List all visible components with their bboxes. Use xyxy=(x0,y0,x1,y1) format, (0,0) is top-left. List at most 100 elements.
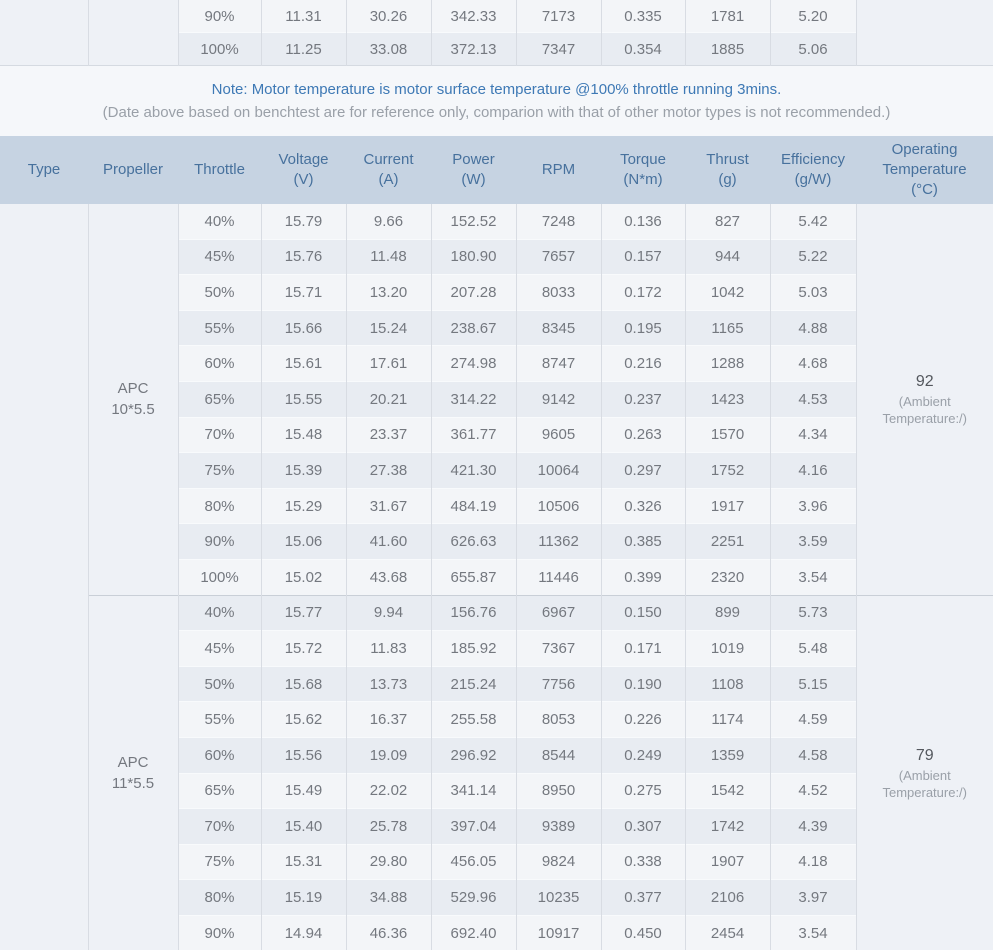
cell-thrust: 1108 xyxy=(685,666,770,702)
cell-current: 16.37 xyxy=(346,702,431,738)
cell-rpm: 8950 xyxy=(516,773,601,809)
cell-operating-temperature: 92(Ambient Temperature:/) xyxy=(856,204,993,595)
cell-power: 207.28 xyxy=(431,275,516,311)
cell-efficiency: 4.58 xyxy=(770,737,856,773)
cell-torque: 0.377 xyxy=(601,880,685,916)
cell-torque: 0.190 xyxy=(601,666,685,702)
cell-torque: 0.226 xyxy=(601,702,685,738)
cell-thrust: 2454 xyxy=(685,915,770,950)
cell-throttle: 65% xyxy=(178,773,261,809)
cell-current: 30.26 xyxy=(346,0,431,33)
cell-voltage: 15.06 xyxy=(261,524,346,560)
cell-throttle: 90% xyxy=(178,0,261,33)
cell-power: 180.90 xyxy=(431,239,516,275)
cell-voltage: 15.66 xyxy=(261,310,346,346)
cell-power: 456.05 xyxy=(431,844,516,880)
cell-power: 397.04 xyxy=(431,809,516,845)
cell-torque: 0.249 xyxy=(601,737,685,773)
cell-current: 9.94 xyxy=(346,595,431,631)
column-header-rpm: RPM xyxy=(516,136,601,204)
cell-propeller xyxy=(88,0,178,66)
cell-rpm: 8345 xyxy=(516,310,601,346)
cell-rpm: 8033 xyxy=(516,275,601,311)
cell-rpm: 7756 xyxy=(516,666,601,702)
cell-current: 27.38 xyxy=(346,453,431,489)
ambient-temperature-note: (Ambient Temperature:/) xyxy=(857,767,993,801)
cell-efficiency: 5.42 xyxy=(770,204,856,239)
cell-thrust: 1359 xyxy=(685,737,770,773)
cell-rpm: 9605 xyxy=(516,417,601,453)
cell-current: 43.68 xyxy=(346,559,431,595)
cell-throttle: 55% xyxy=(178,310,261,346)
cell-throttle: 80% xyxy=(178,488,261,524)
cell-efficiency: 5.48 xyxy=(770,631,856,667)
cell-voltage: 15.71 xyxy=(261,275,346,311)
column-header-type: Type xyxy=(0,136,88,204)
cell-voltage: 15.79 xyxy=(261,204,346,239)
cell-current: 13.73 xyxy=(346,666,431,702)
cell-efficiency: 5.73 xyxy=(770,595,856,631)
cell-voltage: 15.40 xyxy=(261,809,346,845)
cell-efficiency: 4.59 xyxy=(770,702,856,738)
cell-rpm: 9389 xyxy=(516,809,601,845)
cell-rpm: 7657 xyxy=(516,239,601,275)
cell-voltage: 14.94 xyxy=(261,915,346,950)
cell-throttle: 60% xyxy=(178,346,261,382)
cell-efficiency: 3.54 xyxy=(770,559,856,595)
cell-throttle: 100% xyxy=(178,559,261,595)
cell-thrust: 1542 xyxy=(685,773,770,809)
cell-current: 22.02 xyxy=(346,773,431,809)
cell-torque: 0.275 xyxy=(601,773,685,809)
cell-thrust: 1174 xyxy=(685,702,770,738)
cell-throttle: 45% xyxy=(178,631,261,667)
note-area: Note: Motor temperature is motor surface… xyxy=(0,66,993,136)
cell-thrust: 1781 xyxy=(685,0,770,33)
cell-throttle: 55% xyxy=(178,702,261,738)
cell-voltage: 15.31 xyxy=(261,844,346,880)
cell-thrust: 827 xyxy=(685,204,770,239)
cell-operating-temperature: 79(Ambient Temperature:/) xyxy=(856,595,993,950)
cell-current: 41.60 xyxy=(346,524,431,560)
cell-current: 25.78 xyxy=(346,809,431,845)
cell-rpm: 8053 xyxy=(516,702,601,738)
propeller-name: APC xyxy=(89,378,178,399)
cell-power: 692.40 xyxy=(431,915,516,950)
temperature-value: 92 xyxy=(857,371,993,393)
cell-efficiency: 4.53 xyxy=(770,381,856,417)
cell-current: 15.24 xyxy=(346,310,431,346)
column-header-efficiency: Efficiency(g/W) xyxy=(770,136,856,204)
cell-throttle: 90% xyxy=(178,915,261,950)
cell-voltage: 15.68 xyxy=(261,666,346,702)
cell-efficiency: 5.20 xyxy=(770,0,856,33)
cell-current: 46.36 xyxy=(346,915,431,950)
cell-throttle: 75% xyxy=(178,453,261,489)
cell-efficiency: 4.68 xyxy=(770,346,856,382)
cell-efficiency: 4.88 xyxy=(770,310,856,346)
cell-torque: 0.237 xyxy=(601,381,685,417)
cell-rpm: 10917 xyxy=(516,915,601,950)
cell-rpm: 6967 xyxy=(516,595,601,631)
column-header-throttle: Throttle xyxy=(178,136,261,204)
column-header-propeller: Propeller xyxy=(88,136,178,204)
cell-torque: 0.326 xyxy=(601,488,685,524)
cell-rpm: 11446 xyxy=(516,559,601,595)
cell-torque: 0.297 xyxy=(601,453,685,489)
cell-current: 34.88 xyxy=(346,880,431,916)
cell-thrust: 1288 xyxy=(685,346,770,382)
cell-current: 13.20 xyxy=(346,275,431,311)
cell-torque: 0.216 xyxy=(601,346,685,382)
cell-voltage: 15.61 xyxy=(261,346,346,382)
cell-voltage: 15.29 xyxy=(261,488,346,524)
cell-power: 238.67 xyxy=(431,310,516,346)
cell-torque: 0.450 xyxy=(601,915,685,950)
cell-rpm: 7173 xyxy=(516,0,601,33)
note-text: Note: Motor temperature is motor surface… xyxy=(0,66,993,101)
cell-voltage: 15.19 xyxy=(261,880,346,916)
cell-voltage: 15.77 xyxy=(261,595,346,631)
cell-efficiency: 5.03 xyxy=(770,275,856,311)
cell-efficiency: 3.59 xyxy=(770,524,856,560)
cell-current: 20.21 xyxy=(346,381,431,417)
